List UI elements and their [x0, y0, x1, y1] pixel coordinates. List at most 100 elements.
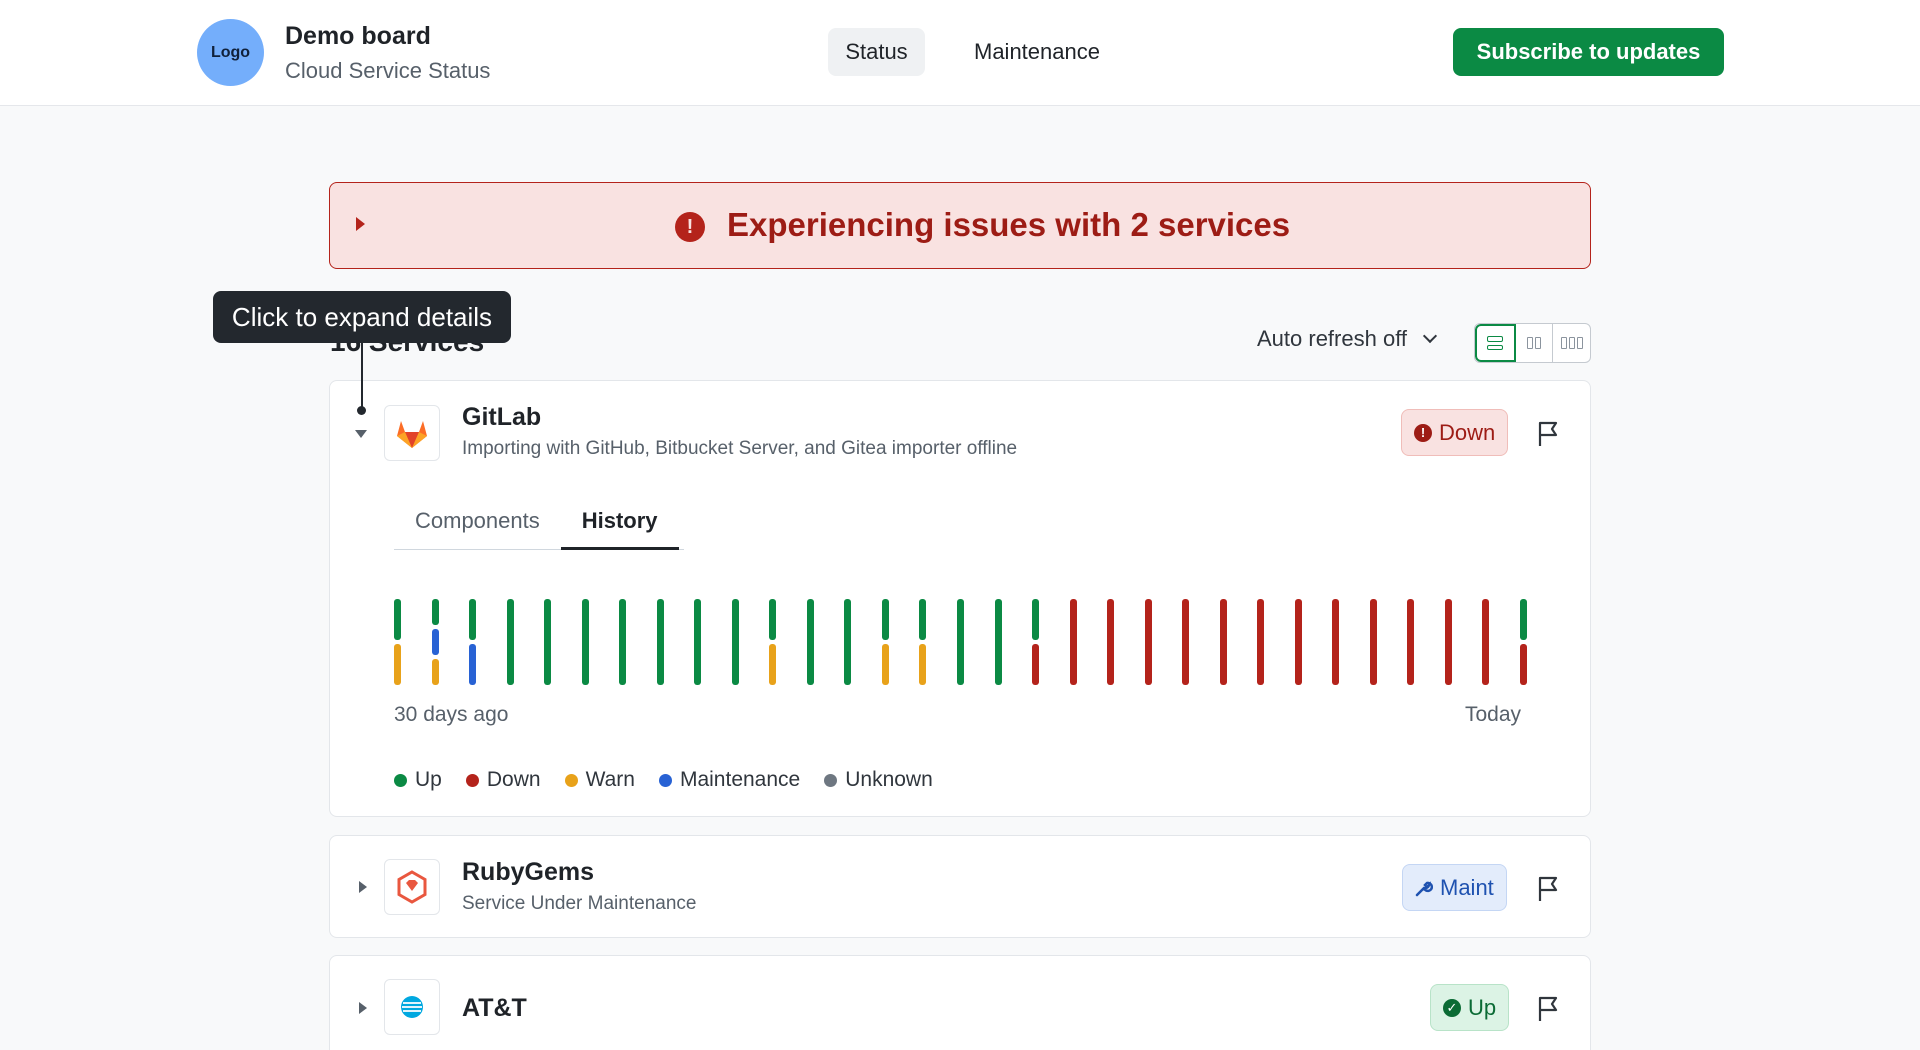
history-day-bar[interactable]: [806, 599, 814, 685]
flag-icon[interactable]: [1537, 421, 1561, 447]
history-day-bar[interactable]: [1332, 599, 1340, 685]
history-day-bar[interactable]: [769, 599, 777, 685]
service-name[interactable]: RubyGems: [462, 858, 594, 886]
history-segment-up: [619, 599, 627, 685]
history-segment-up: [806, 599, 814, 685]
nav-status-link[interactable]: Status: [828, 28, 925, 76]
history-day-bar[interactable]: [1069, 599, 1077, 685]
history-segment-warn: [431, 659, 439, 685]
expand-tooltip: Click to expand details: [213, 291, 511, 343]
history-day-bar[interactable]: [544, 599, 552, 685]
history-segment-maintenance: [469, 644, 477, 685]
history-day-bar[interactable]: [656, 599, 664, 685]
two-columns-icon: [1527, 337, 1541, 349]
history-day-bar[interactable]: [1032, 599, 1040, 685]
history-day-bar[interactable]: [1182, 599, 1190, 685]
legend-dot: [824, 773, 838, 787]
legend-dot: [658, 773, 672, 787]
subscribe-button[interactable]: Subscribe to updates: [1453, 28, 1724, 76]
tab-history[interactable]: History: [560, 508, 679, 550]
three-column-view-button[interactable]: [1553, 324, 1590, 362]
tab-components[interactable]: Components: [415, 508, 540, 533]
exclamation-circle-icon: !: [675, 212, 705, 242]
service-name[interactable]: AT&T: [462, 994, 527, 1022]
history-day-bar[interactable]: [1257, 599, 1265, 685]
history-segment-down: [1107, 599, 1115, 685]
history-day-bar[interactable]: [1369, 599, 1377, 685]
legend-dot: [465, 773, 479, 787]
history-day-bar[interactable]: [431, 599, 439, 685]
history-day-bar[interactable]: [1219, 599, 1227, 685]
status-badge: Maint: [1402, 864, 1507, 911]
status-badge-label: Down: [1439, 419, 1496, 445]
history-segment-up: [881, 599, 889, 640]
history-day-bar[interactable]: [581, 599, 589, 685]
history-day-bar[interactable]: [506, 599, 514, 685]
history-day-bar[interactable]: [1407, 599, 1415, 685]
legend-label: Down: [486, 768, 541, 791]
history-day-bar[interactable]: [1144, 599, 1152, 685]
board-title: Demo board: [285, 22, 431, 50]
legend-item-unknown: Unknown: [824, 768, 933, 792]
history-day-bar[interactable]: [844, 599, 852, 685]
history-day-bar[interactable]: [731, 599, 739, 685]
service-name[interactable]: GitLab: [462, 403, 542, 431]
history-segment-up: [844, 599, 852, 685]
auto-refresh-label: Auto refresh off: [1257, 326, 1408, 351]
history-segment-up: [506, 599, 514, 685]
flag-icon[interactable]: [1537, 876, 1561, 902]
logo[interactable]: Logo: [197, 19, 264, 86]
history-day-bar[interactable]: [994, 599, 1002, 685]
history-segment-warn: [394, 644, 401, 685]
history-segment-up: [919, 599, 927, 640]
history-day-bar[interactable]: [619, 599, 627, 685]
flag-icon[interactable]: [1537, 996, 1561, 1022]
caret-right-icon[interactable]: [359, 1002, 367, 1014]
top-header: Logo Demo board Cloud Service Status Sta…: [0, 0, 1920, 106]
service-description: Importing with GitHub, Bitbucket Server,…: [462, 438, 1018, 459]
history-day-bar[interactable]: [394, 599, 401, 685]
rows-icon: [1487, 336, 1504, 350]
history-day-bar[interactable]: [919, 599, 927, 685]
check-circle-icon: ✓: [1443, 998, 1461, 1017]
history-segment-maintenance: [431, 629, 439, 655]
history-timeline: [394, 599, 1527, 685]
caret-right-icon[interactable]: [356, 217, 365, 231]
legend-item-up: Up: [394, 768, 442, 792]
history-day-bar[interactable]: [1444, 599, 1452, 685]
history-segment-up: [1520, 599, 1527, 640]
history-segment-up: [1032, 599, 1040, 640]
history-segment-down: [1032, 644, 1040, 685]
history-day-bar[interactable]: [1520, 599, 1527, 685]
auto-refresh-dropdown[interactable]: Auto refresh off: [1257, 326, 1438, 352]
history-segment-up: [431, 599, 439, 625]
history-segment-down: [1407, 599, 1415, 685]
history-day-bar[interactable]: [1482, 599, 1490, 685]
history-segment-down: [1069, 599, 1077, 685]
history-segment-down: [1369, 599, 1377, 685]
rubygems-logo-icon: [384, 859, 440, 915]
history-day-bar[interactable]: [469, 599, 477, 685]
history-day-bar[interactable]: [1294, 599, 1302, 685]
exclamation-circle-icon: !: [1414, 423, 1432, 442]
history-day-bar[interactable]: [694, 599, 702, 685]
list-view-button[interactable]: [1475, 324, 1516, 362]
history-segment-up: [994, 599, 1002, 685]
history-day-bar[interactable]: [881, 599, 889, 685]
legend-label: Maintenance: [679, 768, 801, 791]
legend-dot: [564, 773, 578, 787]
history-day-bar[interactable]: [957, 599, 964, 685]
history-start-label: 30 days ago: [394, 703, 509, 726]
history-segment-up: [469, 599, 477, 640]
history-segment-up: [656, 599, 664, 685]
caret-down-icon[interactable]: [355, 430, 367, 438]
legend-label: Up: [415, 768, 442, 791]
caret-right-icon[interactable]: [359, 881, 367, 893]
three-columns-icon: [1560, 337, 1583, 349]
two-column-view-button[interactable]: [1516, 324, 1554, 362]
nav-maintenance-link[interactable]: Maintenance: [974, 39, 1100, 64]
issues-banner[interactable]: ! Experiencing issues with 2 services: [329, 182, 1591, 269]
status-badge: ✓ Up: [1430, 984, 1510, 1031]
status-badge-label: Maint: [1440, 874, 1494, 900]
history-day-bar[interactable]: [1107, 599, 1115, 685]
